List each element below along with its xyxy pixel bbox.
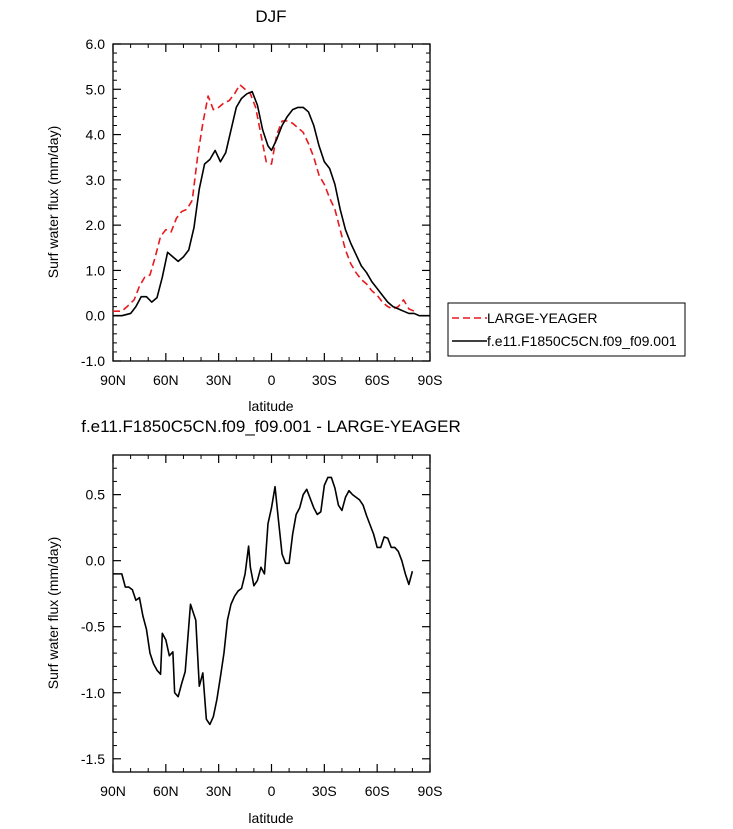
- panel-top-series-line-0: [113, 83, 415, 312]
- panel-bottom-x-tick-label: 0: [268, 783, 276, 799]
- panel-top-tick-labels: 90N 60N 30N 0 30S 60S 90S -1.0 0.0 1.0 2.0 3.0 4.0 5.…: [81, 36, 443, 388]
- panel-top-series: [113, 83, 430, 317]
- legend-label-f-e11: f.e11.F1850C5CN.f09_f09.001: [487, 333, 677, 349]
- panel-top: DJF 90N 60N 30N 0 30S 60S 90S -1.0 0.0 1.0 2.0 3.0 4…: [45, 7, 686, 414]
- panel-bottom-y-tick-label: -0.5: [81, 619, 105, 635]
- legend-label-large-yeager: LARGE-YEAGER: [487, 310, 597, 326]
- panel-bottom-x-tick-label: 60N: [153, 783, 179, 799]
- panel-bottom-ticks: [112, 454, 431, 773]
- panel-bottom-series: [113, 476, 414, 726]
- panel-top-x-tick-label: 60S: [365, 372, 390, 388]
- panel-bottom-x-tick-label: 90S: [418, 783, 443, 799]
- panel-bottom: f.e11.F1850C5CN.f09_f09.001 - LARGE-YEAG…: [45, 417, 461, 826]
- panel-top-y-tick-label: 3.0: [86, 172, 106, 188]
- panel-top-y-tick-label: 6.0: [86, 36, 106, 52]
- panel-top-y-tick-label: -1.0: [81, 353, 105, 369]
- panel-top-x-tick-label: 30S: [312, 372, 337, 388]
- legend-box: [447, 302, 686, 357]
- panel-top-plot-frame: [112, 43, 431, 362]
- panel-top-x-tick-label: 60N: [153, 372, 179, 388]
- panel-top-ticks: [112, 43, 431, 362]
- panel-top-y-tick-label: 1.0: [86, 262, 106, 278]
- panel-top-x-axis-label: latitude: [248, 398, 293, 414]
- panel-top-y-tick-label: 4.0: [86, 127, 106, 143]
- panel-bottom-y-tick-label: 0.0: [86, 553, 106, 569]
- panel-top-y-tick-label: 2.0: [86, 217, 106, 233]
- panel-top-x-tick-label: 90N: [100, 372, 126, 388]
- panel-bottom-y-tick-label: -1.5: [81, 751, 105, 767]
- panel-bottom-x-axis-label: latitude: [248, 810, 293, 826]
- panel-bottom-tick-labels: 90N 60N 30N 0 30S 60S 90S -1.5 -1.0 -0.5 0.0 0.5: [81, 487, 443, 799]
- panel-bottom-series-line-0: [113, 476, 414, 726]
- panel-top-y-tick-label: 0.0: [86, 308, 106, 324]
- panel-bottom-y-tick-label: -1.0: [81, 685, 105, 701]
- panel-top-y-tick-label: 5.0: [86, 81, 106, 97]
- panel-top-x-tick-label: 90S: [418, 372, 443, 388]
- legend: LARGE-YEAGER f.e11.F1850C5CN.f09_f09.001: [447, 302, 686, 357]
- panel-bottom-y-tick-label: 0.5: [86, 487, 106, 503]
- panel-bottom-x-tick-label: 90N: [100, 783, 126, 799]
- panel-top-title: DJF: [255, 7, 286, 26]
- panel-bottom-x-tick-label: 30N: [206, 783, 232, 799]
- panel-top-x-tick-label: 0: [268, 372, 276, 388]
- panel-bottom-x-tick-label: 30S: [312, 783, 337, 799]
- panel-top-series-line-1: [113, 90, 430, 317]
- panel-bottom-plot-frame: [112, 454, 431, 773]
- panel-bottom-x-tick-label: 60S: [365, 783, 390, 799]
- panel-bottom-y-axis-label: Surf water flux (mm/day): [45, 537, 61, 689]
- panel-bottom-title: f.e11.F1850C5CN.f09_f09.001 - LARGE-YEAG…: [81, 417, 461, 436]
- panel-top-y-axis-label: Surf water flux (mm/day): [45, 126, 61, 278]
- panel-top-x-tick-label: 30N: [206, 372, 232, 388]
